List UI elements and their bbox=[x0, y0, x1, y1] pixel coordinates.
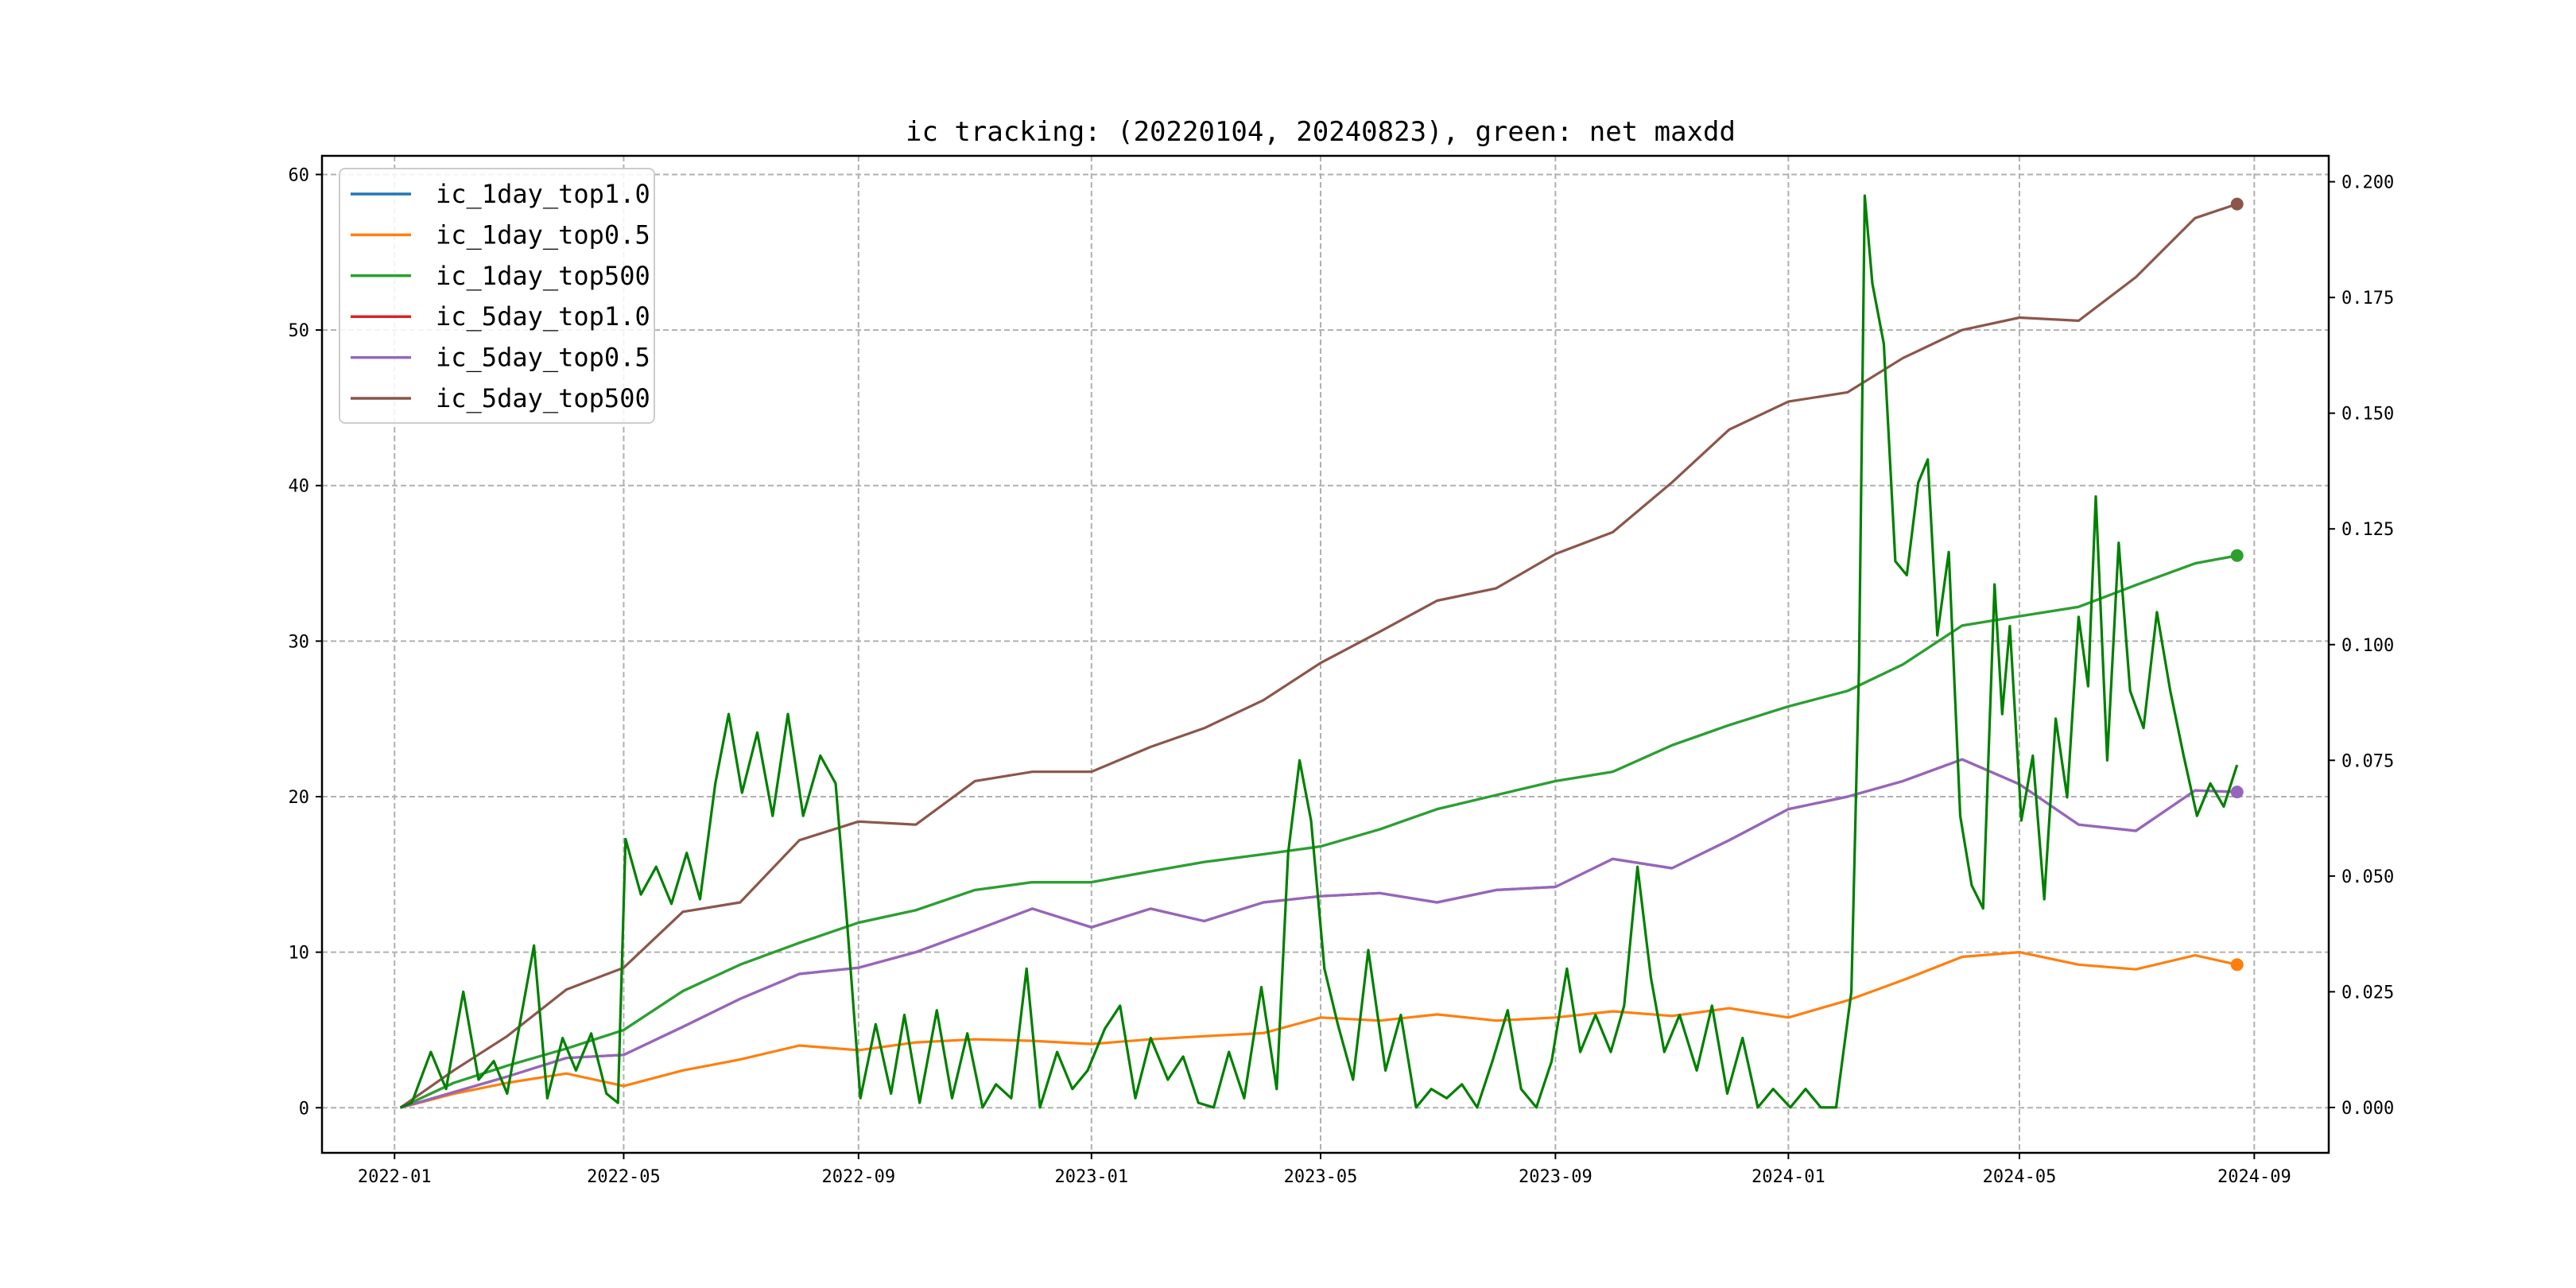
y-left-tick-label: 0 bbox=[299, 1099, 309, 1119]
legend-label: ic_1day_top1.0 bbox=[436, 179, 650, 209]
y-axis-right: 0.000 0.025 0.050 0.075 0.100 0.125 0.150 0.175… bbox=[2329, 173, 2394, 1119]
legend-label: ic_1day_top0.5 bbox=[436, 219, 650, 250]
y-right-tick-label: 0.075 bbox=[2341, 751, 2394, 771]
y-left-tick-label: 40 bbox=[289, 477, 310, 497]
x-tick-label: 2022-09 bbox=[821, 1167, 895, 1187]
y-right-tick-label: 0.125 bbox=[2341, 520, 2394, 540]
y-right-tick-label: 0.000 bbox=[2341, 1099, 2394, 1119]
y-left-tick-label: 10 bbox=[289, 944, 310, 964]
end-marker bbox=[2230, 549, 2244, 562]
x-tick-label: 2023-09 bbox=[1519, 1167, 1593, 1187]
legend-label: ic_5day_top1.0 bbox=[436, 301, 650, 332]
legend-label: ic_5day_top500 bbox=[436, 383, 650, 413]
y-left-tick-label: 20 bbox=[289, 788, 310, 808]
legend-label: ic_5day_top0.5 bbox=[436, 343, 650, 373]
y-axis-left: 0 10 20 30 40 50 60 bbox=[289, 165, 322, 1119]
y-left-tick-label: 30 bbox=[289, 632, 310, 652]
y-left-tick-label: 50 bbox=[289, 321, 310, 341]
end-marker bbox=[2230, 958, 2244, 972]
x-tick-label: 2024-01 bbox=[1752, 1167, 1825, 1187]
plot-frame bbox=[320, 154, 2330, 1154]
end-markers bbox=[2230, 197, 2244, 972]
x-tick-label: 2022-01 bbox=[358, 1167, 432, 1187]
series-line-ic-1day-top0-5 bbox=[400, 950, 2238, 1109]
y-right-tick-label: 0.100 bbox=[2341, 636, 2394, 656]
chart-title: ic tracking: (20220104, 20240823), green… bbox=[906, 116, 1736, 148]
series-line-ic-5day-top500 bbox=[399, 203, 2238, 1109]
x-axis: 2022-01 2022-05 2022-09 2023-01 2023-05 2023-… bbox=[358, 1153, 2291, 1187]
legend-box bbox=[339, 168, 655, 424]
y-right-tick-label: 0.025 bbox=[2341, 983, 2394, 1003]
y-left-tick-label: 60 bbox=[289, 165, 310, 185]
series-line-right-axis bbox=[399, 194, 2239, 1109]
legend: ic_1day_top1.0 ic_1day_top0.5 ic_1day_top5… bbox=[339, 168, 655, 424]
x-tick-label: 2024-05 bbox=[1983, 1167, 2057, 1187]
y-right-tick-label: 0.200 bbox=[2341, 173, 2394, 193]
series-lines bbox=[399, 194, 2239, 1109]
series-line-ic-5day-top0-5 bbox=[400, 758, 2237, 1109]
grid bbox=[322, 156, 2329, 1153]
x-tick-label: 2022-05 bbox=[587, 1167, 661, 1187]
series-line-ic-1day-top500 bbox=[399, 554, 2237, 1109]
legend-label: ic_1day_top500 bbox=[436, 261, 650, 291]
y-right-tick-label: 0.050 bbox=[2341, 867, 2394, 887]
y-right-tick-label: 0.175 bbox=[2341, 289, 2394, 308]
end-marker bbox=[2230, 197, 2244, 211]
y-right-tick-label: 0.150 bbox=[2341, 405, 2394, 425]
x-tick-label: 2023-05 bbox=[1284, 1167, 1358, 1187]
x-tick-label: 2024-09 bbox=[2217, 1167, 2291, 1187]
x-tick-label: 2023-01 bbox=[1054, 1167, 1128, 1187]
end-marker bbox=[2230, 786, 2244, 799]
